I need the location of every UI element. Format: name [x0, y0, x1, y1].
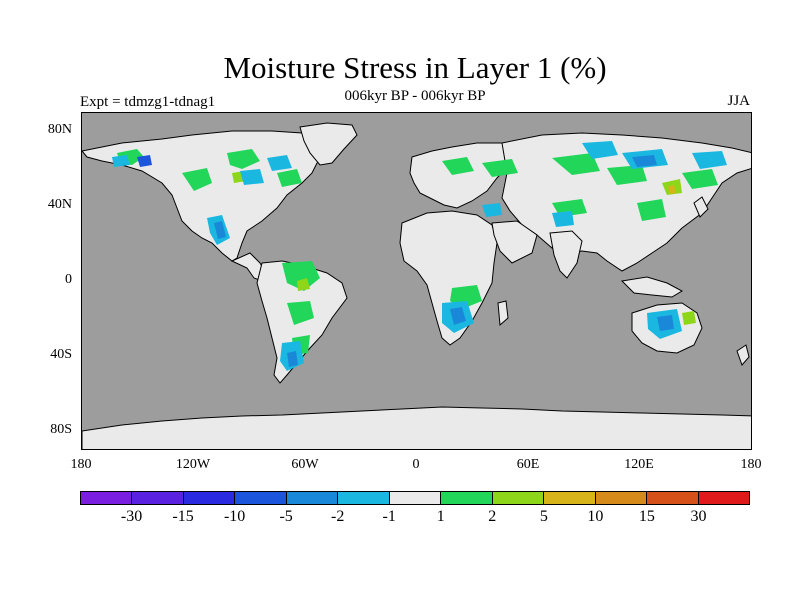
colorbar-label: -15: [172, 508, 194, 525]
lon-label-120w: 120W: [175, 457, 211, 472]
lon-label-0: 0: [412, 457, 420, 472]
season-label: JJA: [727, 93, 750, 109]
colorbar-label: 10: [587, 508, 604, 525]
anomaly-patch: [182, 168, 212, 191]
anomaly-patch: [692, 151, 727, 169]
lat-label-40s: 40S: [50, 347, 72, 362]
lon-label-60e: 60E: [516, 457, 540, 472]
lat-label-80s: 80S: [50, 422, 72, 437]
anomaly-patch: [637, 199, 666, 221]
africa: [399, 210, 498, 346]
colorbar-segment: [441, 492, 493, 504]
anomaly-patch: [582, 141, 618, 159]
colorbar-segment: [338, 492, 390, 504]
anomaly-patch: [287, 301, 314, 325]
lon-label-180w: 180: [70, 457, 92, 472]
anomaly-patch: [287, 351, 298, 367]
negative-anomalies: [112, 141, 727, 371]
colorbar-label: 1: [436, 508, 445, 525]
southeast-asia-islands: [620, 276, 684, 298]
anomaly-patch: [682, 169, 718, 189]
europe: [409, 142, 513, 209]
anomaly-patch: [214, 221, 226, 239]
colorbar-label: -1: [382, 508, 396, 525]
anomaly-patch: [482, 159, 518, 177]
lat-label-40n: 40N: [47, 197, 72, 212]
anomaly-patch: [267, 155, 292, 171]
anomaly-patch: [240, 169, 264, 185]
lat-label-0: 0: [65, 272, 72, 287]
colorbar-label: -2: [331, 508, 345, 525]
colorbar-segment: [595, 492, 648, 504]
anomaly-patch: [552, 211, 574, 227]
colorbar-segment: [544, 492, 596, 504]
lon-label-180e: 180: [740, 457, 762, 472]
colorbar-segment: [698, 492, 750, 504]
greenland: [299, 122, 358, 166]
new-zealand: [736, 344, 750, 366]
colorbar-segment: [647, 492, 699, 504]
anomaly-patch: [657, 315, 674, 331]
india: [549, 230, 583, 279]
plot-title: Moisture Stress in Layer 1 (%): [223, 50, 607, 85]
anomaly-patch: [282, 261, 320, 291]
anomaly-patch: [450, 307, 466, 325]
colorbar-segment: [389, 492, 442, 504]
plot-subtitle: 006kyr BP - 006kyr BP: [344, 88, 486, 104]
colorbar-label: -10: [223, 508, 246, 525]
anomaly-patch: [482, 203, 502, 217]
colorbar-label: -5: [279, 508, 293, 525]
map-panel: [81, 112, 752, 450]
colorbar-label: -30: [120, 508, 143, 525]
anomaly-patch: [607, 165, 647, 185]
anomaly-patch: [682, 311, 696, 325]
lon-label-60w: 60W: [291, 457, 319, 472]
colorbar-segment: [492, 492, 545, 504]
lon-label-120e: 120E: [624, 457, 654, 472]
world-map: [82, 113, 751, 449]
arabia: [491, 220, 538, 264]
anomaly-patch: [137, 155, 152, 167]
antarctica: [82, 406, 751, 449]
colorbar-label: 15: [638, 508, 655, 525]
colorbar-segment: [235, 492, 287, 504]
colorbar-segment: [183, 492, 236, 504]
anomaly-patch: [297, 278, 310, 291]
anomaly-patch: [277, 169, 302, 187]
madagascar: [497, 300, 509, 327]
colorbar: [80, 491, 750, 505]
colorbar-segment: [81, 492, 133, 504]
anomaly-patch: [668, 185, 676, 194]
lat-label-80n: 80N: [47, 122, 72, 137]
anomaly-patch: [632, 155, 657, 167]
colorbar-segment: [132, 492, 184, 504]
colorbar-label: 30: [690, 508, 707, 525]
anomaly-patch: [227, 149, 260, 169]
experiment-label: Expt = tdmzg1-tdnag1: [80, 94, 216, 110]
anomaly-patch: [442, 157, 474, 175]
colorbar-segment: [286, 492, 339, 504]
anomaly-patch: [112, 155, 130, 167]
japan: [693, 196, 709, 218]
colorbar-label: 2: [488, 508, 497, 525]
anomaly-patch: [552, 153, 600, 175]
colorbar-label: 5: [539, 508, 548, 525]
